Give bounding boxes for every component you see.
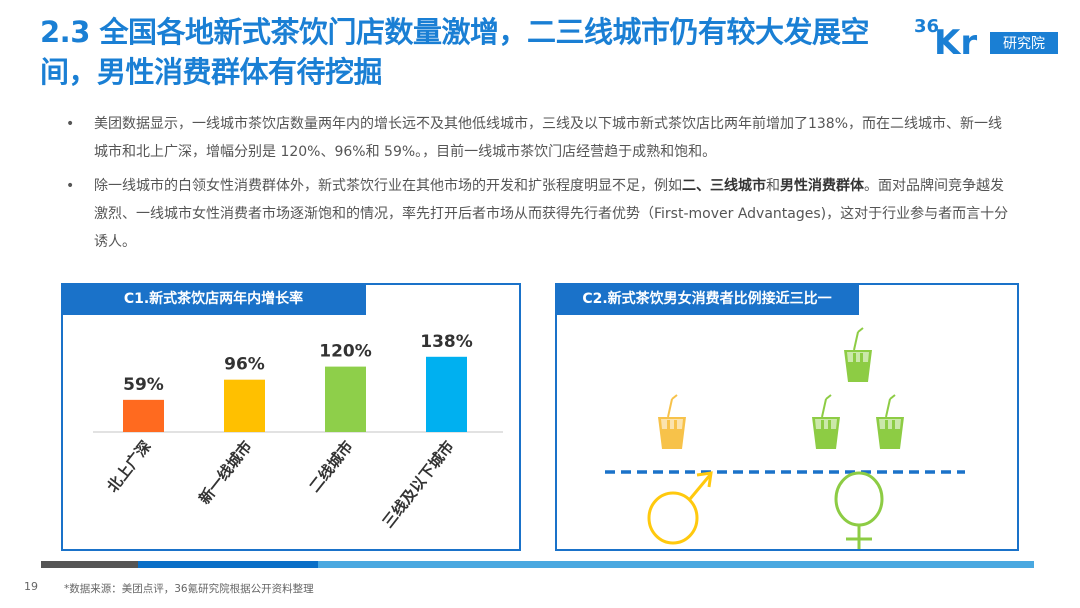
bullet-item: • 除一线城市的白领女性消费群体外，新式茶饮行业在其他市场的开发和扩张程度明显不足…	[66, 172, 1016, 256]
cup-rim	[879, 419, 901, 429]
cup-stripe	[885, 420, 888, 429]
straw	[821, 398, 827, 418]
category-label: 三线及以下城市	[379, 437, 458, 531]
male-symbol-icon	[647, 491, 699, 545]
cup-stripe	[892, 420, 895, 429]
footer-bar-gray	[41, 561, 138, 568]
bold-text: 男性消费群体	[780, 178, 864, 194]
straw-tip	[671, 394, 678, 400]
straw	[667, 398, 673, 418]
bar-chart: 59% 北上广深 96% 新一线城市 120% 二线城市 138% 三线及以下城市	[93, 332, 503, 531]
bullet-dot: •	[66, 116, 75, 132]
footer-bar-blue	[138, 561, 318, 568]
female-symbol-icon	[834, 471, 884, 527]
footer-bar-lightblue	[318, 561, 1034, 568]
page-number: 19	[24, 580, 38, 593]
bullet-text: 。面对品牌间竞争越发激烈、一线城市女性消费者市场逐渐饱和的情况，率先打开后者市场…	[94, 178, 1009, 250]
straw-tip	[825, 394, 832, 400]
cup-stripe	[853, 353, 856, 362]
tea-cup-icon	[876, 394, 904, 449]
straw	[885, 398, 891, 418]
bullet-dot: •	[66, 178, 75, 194]
bar	[325, 366, 366, 432]
category-label: 新一线城市	[195, 437, 255, 507]
bullet-text: 和	[766, 178, 780, 194]
data-source: *数据来源：美团点评，36氪研究院根据公开资料整理	[64, 583, 314, 595]
logo-36kr: 36 Kr 研究院	[914, 16, 1058, 57]
svg-text:36: 36	[914, 16, 939, 37]
bar	[224, 379, 265, 432]
bullet-item: • 美团数据显示，一线城市茶饮店数量两年内的增长远不及其他低线城市，三线及以下城市…	[66, 110, 1016, 166]
data-label: 138%	[420, 332, 473, 352]
panel-title: C1.新式茶饮店两年内增长率	[61, 283, 366, 315]
cup-stripe	[860, 353, 863, 362]
panel-title: C2.新式茶饮男女消费者比例接近三比一	[555, 283, 859, 315]
page-title: 2.3 全国各地新式茶饮门店数量激增，二三线城市仍有较大发展空间，男性消费群体有…	[40, 15, 869, 89]
bullet-list: • 美团数据显示，一线城市茶饮店数量两年内的增长远不及其他低线城市，三线及以下城市…	[66, 110, 1016, 262]
gender-ratio-panel: C2.新式茶饮男女消费者比例接近三比一	[555, 283, 1019, 551]
bullet-text: 除一线城市的白领女性消费群体外，新式茶饮行业在其他市场的开发和扩张程度明显不足，…	[94, 178, 682, 194]
bullet-text: 美团数据显示，一线城市茶饮店数量两年内的增长远不及其他低线城市，三线及以下城市新…	[94, 116, 1003, 160]
bold-text: 二、三线城市	[682, 178, 766, 194]
straw	[853, 331, 859, 351]
tea-cup-icon	[812, 394, 840, 449]
bar	[123, 399, 164, 432]
cup-rim	[815, 419, 837, 429]
tea-cup-icon	[844, 327, 872, 382]
cup-rim	[847, 352, 869, 362]
data-label: 120%	[319, 342, 372, 362]
gender-ratio-illustration	[605, 327, 965, 549]
data-label: 96%	[224, 355, 265, 375]
cup-stripe	[674, 420, 677, 429]
cup-stripe	[828, 420, 831, 429]
svg-text:研究院: 研究院	[1003, 36, 1045, 52]
tea-cup-icon	[658, 394, 686, 449]
data-label: 59%	[123, 375, 164, 395]
category-label: 二线城市	[306, 437, 357, 495]
category-label: 北上广深	[104, 437, 155, 495]
growth-chart-panel: C1.新式茶饮店两年内增长率 59% 北上广深 96% 新一线城市 120% 二线城市 13…	[61, 283, 521, 551]
cup-stripe	[821, 420, 824, 429]
bar	[426, 356, 467, 432]
straw-tip	[857, 327, 864, 333]
cup-stripe	[667, 420, 670, 429]
straw-tip	[889, 394, 896, 400]
male-arrow	[688, 474, 712, 500]
cup-rim	[661, 419, 683, 429]
male-arrowhead	[696, 471, 713, 488]
svg-text:Kr: Kr	[934, 23, 977, 57]
